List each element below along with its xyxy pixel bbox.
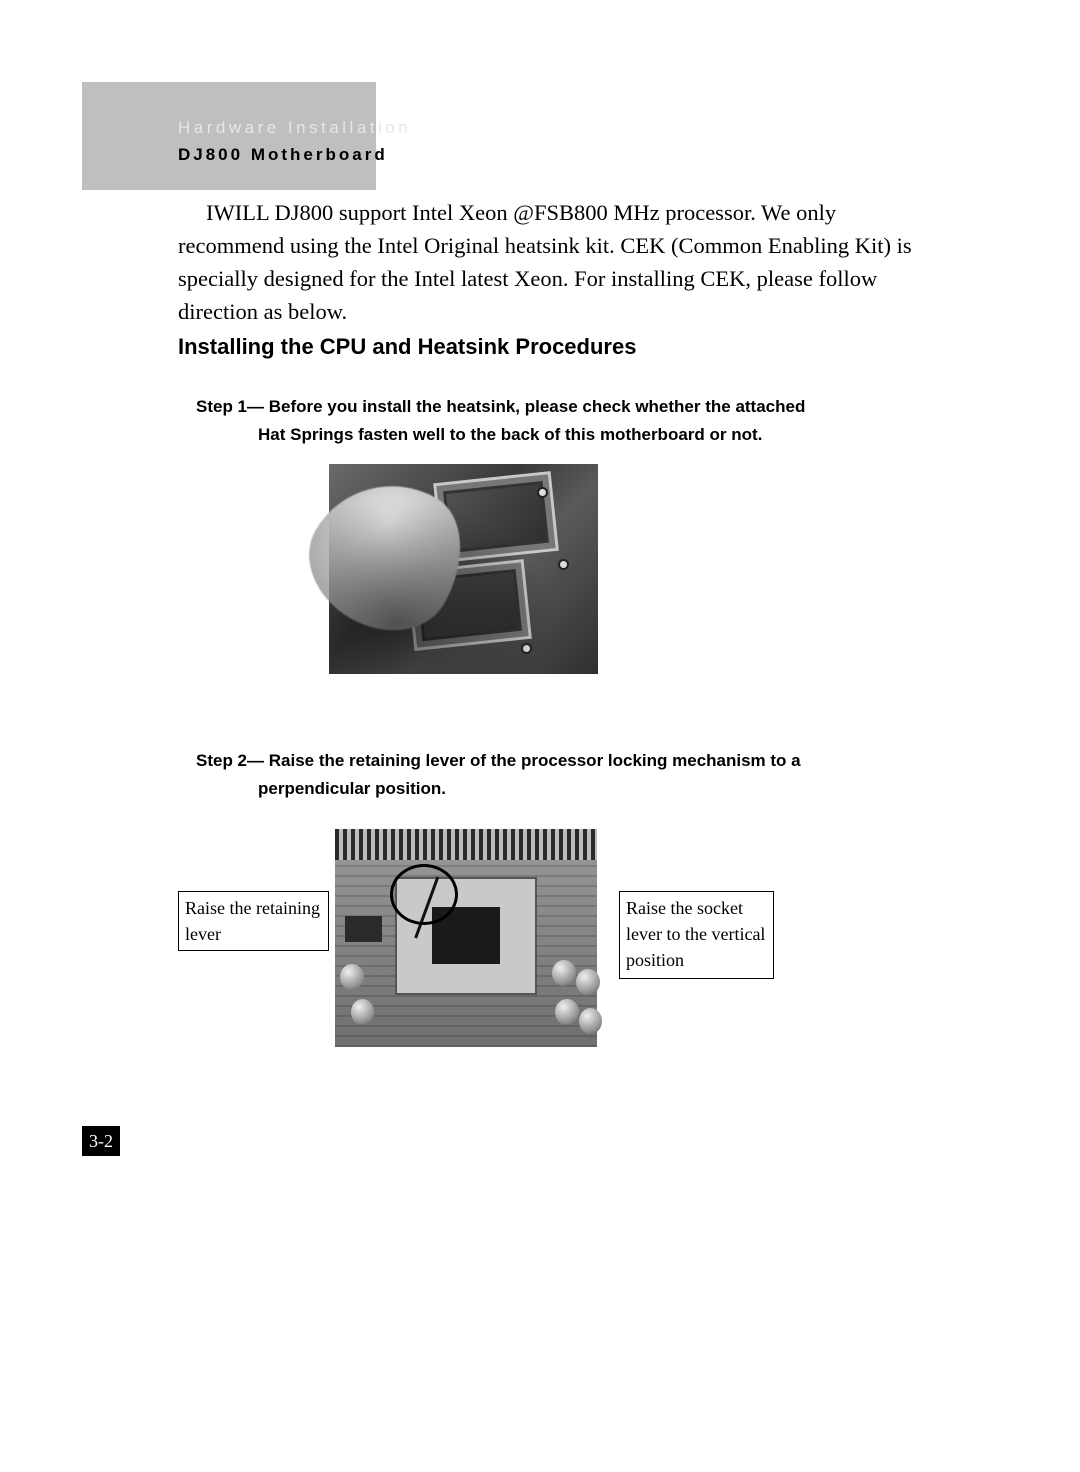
step-2-lead: Step 2— Raise the retaining lever of the… [196, 751, 801, 770]
header-product-name: DJ800 Motherboard [178, 145, 388, 165]
header-section-name: Hardware Installation [178, 118, 411, 138]
intro-paragraph: IWILL DJ800 support Intel Xeon @FSB800 M… [178, 196, 918, 328]
step-1-lead: Step 1— Before you install the heatsink,… [196, 397, 805, 416]
figure-1-hat-springs [329, 464, 598, 674]
figure-2-lever [335, 829, 597, 1047]
section-heading: Installing the CPU and Heatsink Procedur… [178, 334, 636, 360]
callout-right: Raise the socket lever to the vertical p… [619, 891, 774, 979]
step-1-text: Step 1— Before you install the heatsink,… [196, 393, 896, 449]
document-page: Hardware Installation DJ800 Motherboard … [0, 0, 1080, 1472]
step-1-cont: Hat Springs fasten well to the back of t… [258, 421, 896, 449]
step-2-cont: perpendicular position. [258, 775, 896, 803]
callout-left: Raise the retaining lever [178, 891, 329, 951]
page-number: 3-2 [82, 1126, 120, 1156]
step-2-text: Step 2— Raise the retaining lever of the… [196, 747, 896, 803]
lever-highlight-circle [390, 864, 458, 925]
